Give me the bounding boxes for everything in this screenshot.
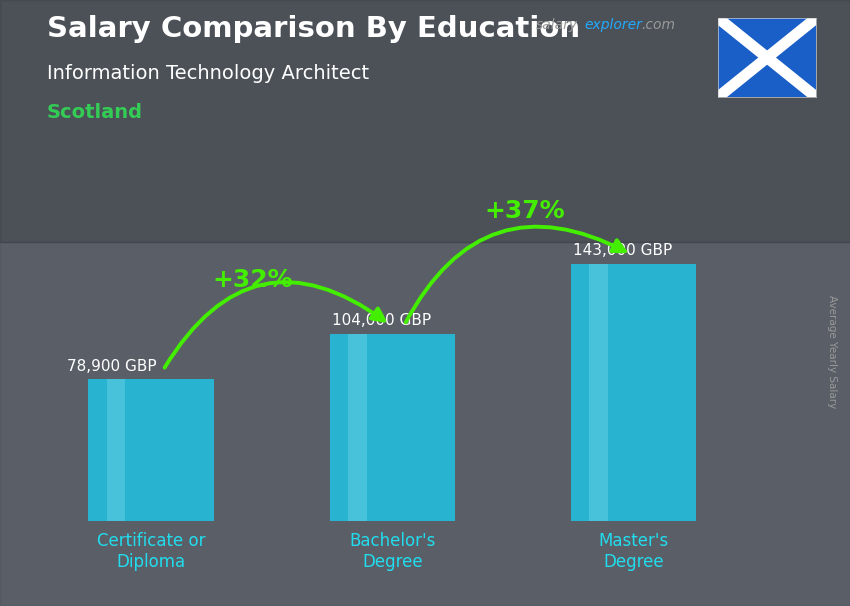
Text: salary: salary	[536, 18, 578, 32]
Bar	[0, 242, 850, 606]
Text: Scotland: Scotland	[47, 103, 143, 122]
Text: .com: .com	[641, 18, 675, 32]
Text: Information Technology Architect: Information Technology Architect	[47, 64, 369, 82]
Bar	[571, 264, 696, 521]
Bar	[589, 264, 608, 521]
Text: explorer: explorer	[585, 18, 643, 32]
Bar	[0, 0, 850, 242]
Text: 78,900 GBP: 78,900 GBP	[66, 359, 156, 374]
Text: Salary Comparison By Education: Salary Comparison By Education	[47, 15, 580, 43]
Bar	[348, 334, 366, 521]
Bar	[106, 379, 125, 521]
Bar	[88, 379, 214, 521]
Text: +37%: +37%	[484, 199, 565, 223]
Text: +32%: +32%	[212, 268, 292, 292]
Text: Average Yearly Salary: Average Yearly Salary	[827, 295, 837, 408]
Text: 104,000 GBP: 104,000 GBP	[332, 313, 431, 328]
Text: 143,000 GBP: 143,000 GBP	[574, 243, 672, 258]
Bar	[330, 334, 455, 521]
